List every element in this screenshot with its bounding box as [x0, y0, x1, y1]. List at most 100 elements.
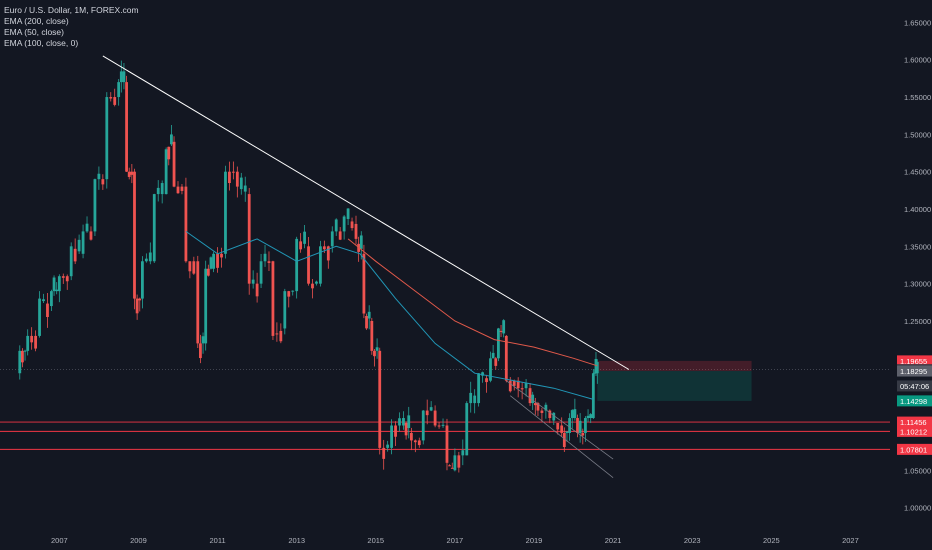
- candle-body: [148, 252, 152, 262]
- legend-ema100[interactable]: EMA (100, close, 0): [4, 38, 79, 48]
- candle-body: [21, 350, 24, 363]
- candle-body: [540, 410, 544, 413]
- target-zone: [597, 371, 752, 401]
- candle-body: [235, 171, 239, 187]
- candle-body: [172, 141, 176, 187]
- candle-body: [275, 333, 279, 335]
- candle-body: [267, 261, 271, 263]
- x-tick-label: 2027: [842, 536, 859, 545]
- candle-body: [469, 392, 473, 404]
- candle-body: [354, 223, 358, 239]
- candle-body: [334, 219, 338, 232]
- candle-body: [386, 444, 390, 448]
- candle-body: [176, 186, 180, 194]
- candle-body: [508, 380, 512, 392]
- x-tick-label: 2025: [763, 536, 780, 545]
- candle-body: [209, 257, 213, 269]
- candle-body: [30, 335, 34, 343]
- channel-line: [506, 380, 614, 460]
- legend-ema200[interactable]: EMA (200, close): [4, 16, 69, 26]
- candle-body: [228, 171, 231, 184]
- y-tick-label: 1.45000: [904, 168, 931, 177]
- candle-body: [548, 410, 552, 419]
- candle-body: [528, 388, 532, 404]
- x-tick-label: 2011: [209, 536, 225, 545]
- candle-body: [160, 183, 164, 195]
- y-tick-label: 1.00000: [904, 504, 931, 513]
- y-tick-label: 1.50000: [904, 130, 931, 139]
- candle-body: [359, 235, 363, 249]
- x-tick-label: 2015: [367, 536, 384, 545]
- candle-body: [499, 330, 503, 332]
- candle-body: [533, 403, 537, 406]
- candle-body: [138, 298, 142, 301]
- candle-body: [133, 171, 136, 299]
- candle-body: [26, 335, 30, 351]
- candle-body: [156, 187, 160, 195]
- candle-body: [127, 171, 131, 177]
- candle-body: [373, 350, 376, 357]
- y-tick-label: 1.55000: [904, 93, 931, 102]
- candle-body: [271, 261, 275, 336]
- candle-body: [477, 373, 481, 404]
- candle-body: [457, 455, 461, 468]
- candle-body: [141, 261, 144, 299]
- candle-body: [97, 173, 101, 180]
- legend-symbol[interactable]: Euro / U.S. Dollar, 1M, FOREX.com: [4, 5, 139, 15]
- price-axis: 1.65000 1.60000 1.55000 1.50000 1.45000 1.400…: [904, 18, 931, 512]
- candle-body: [544, 404, 548, 411]
- candle-body: [562, 432, 566, 448]
- candle-body: [491, 352, 495, 359]
- candle-body: [69, 246, 73, 277]
- candle-body: [144, 258, 148, 262]
- candle-body: [417, 440, 421, 446]
- candle-body: [378, 350, 382, 448]
- candle-body: [231, 171, 235, 173]
- candle-body: [307, 246, 310, 284]
- candle-body: [216, 253, 219, 268]
- candle-body: [375, 347, 379, 351]
- y-tick-label: 1.40000: [904, 205, 931, 214]
- candle-body: [584, 418, 587, 433]
- y-tick-label: 1.05000: [904, 466, 931, 475]
- candle-body: [239, 177, 243, 190]
- candle-body: [42, 299, 45, 302]
- candle-body: [295, 238, 299, 292]
- candle-body: [77, 239, 81, 252]
- candle-body: [390, 425, 393, 448]
- candle-body: [283, 291, 287, 329]
- candle-body: [196, 261, 200, 344]
- ema-line: [347, 238, 598, 367]
- candle-body: [581, 432, 585, 436]
- candle-body: [65, 276, 69, 282]
- candle-body: [465, 403, 469, 456]
- candle-body: [315, 281, 318, 284]
- candle-body: [199, 343, 202, 359]
- candle-body: [52, 277, 56, 292]
- candle-body: [433, 410, 437, 426]
- candle-body: [497, 328, 500, 359]
- y-tick-label: 1.35000: [904, 242, 931, 251]
- candle-body: [255, 283, 259, 297]
- candle-body: [398, 418, 401, 426]
- price-tag-bg: [897, 365, 932, 377]
- candle-body: [322, 246, 326, 250]
- candle-body: [130, 171, 134, 175]
- candle-body: [291, 290, 295, 292]
- candle-body: [437, 425, 441, 427]
- candle-body: [342, 216, 346, 232]
- candle-body: [413, 440, 417, 443]
- candle-body: [85, 223, 89, 232]
- candles: [18, 60, 599, 473]
- legend-ema50[interactable]: EMA (50, close): [4, 27, 64, 37]
- chart-legend: Euro / U.S. Dollar, 1M, FOREX.com EMA (2…: [4, 5, 139, 49]
- candle-body: [370, 320, 374, 351]
- candle-body: [167, 146, 171, 160]
- candle-body: [164, 149, 168, 195]
- y-tick-label: 1.60000: [904, 56, 931, 65]
- price-tag-label: 1.14298: [900, 397, 927, 406]
- ema-lines: [185, 230, 598, 400]
- candle-body: [560, 425, 564, 433]
- candle-body: [576, 418, 579, 433]
